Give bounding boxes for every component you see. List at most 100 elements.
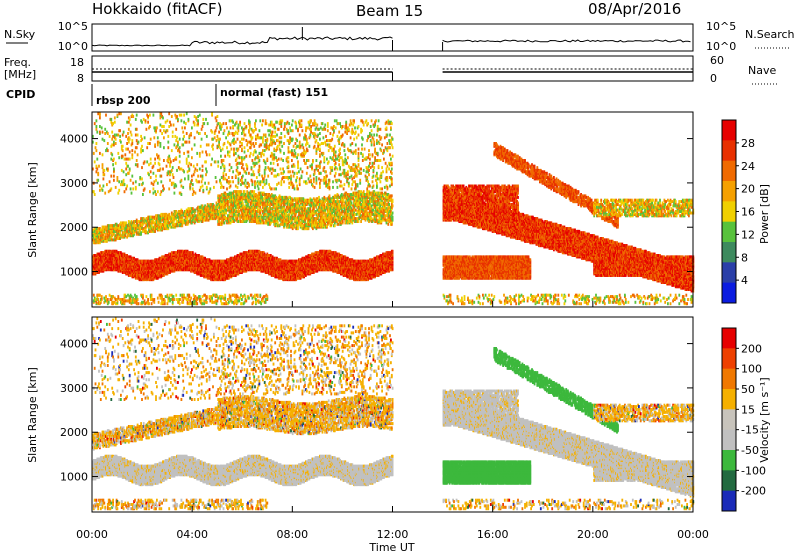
power-cell-1038 — [127, 140, 130, 144]
power-cell-1441 — [142, 193, 144, 196]
power-cell-222 — [99, 116, 101, 120]
power-cell-4014 — [229, 180, 232, 184]
power-cell-1304 — [137, 302, 140, 306]
power-cell-20 — [92, 167, 94, 171]
power-cell-607 — [113, 232, 115, 236]
power-cell-835 — [120, 227, 123, 231]
power-cell-4372 — [239, 171, 241, 175]
power-cell-169 — [97, 112, 100, 116]
power-cell-570 — [112, 295, 114, 299]
power-cell-1801 — [155, 129, 157, 133]
power-cell-1896 — [158, 157, 161, 161]
power-cell-1009 — [127, 234, 129, 238]
power-cell-4575 — [244, 133, 247, 137]
power-cell-2564 — [181, 224, 184, 228]
power-cell-2212 — [169, 157, 171, 161]
power-cell-3584 — [217, 194, 220, 198]
power-cell-611 — [113, 174, 115, 178]
power-cell-2735 — [187, 164, 190, 168]
power-cell-4602 — [245, 171, 248, 175]
power-cell-2289 — [171, 134, 174, 138]
power-cell-3795 — [223, 221, 226, 225]
power-cell-3923 — [227, 300, 230, 304]
power-cell-4900 — [254, 293, 256, 297]
power-cell-1142 — [131, 256, 134, 260]
power-cell-366 — [104, 191, 107, 195]
power-cell-1247 — [134, 163, 137, 167]
power-cell-1749 — [153, 136, 156, 140]
power-cell-462 — [107, 227, 110, 231]
power-cell-4860 — [252, 170, 255, 174]
power-cell-3888 — [226, 187, 228, 191]
power-cell-2615 — [183, 170, 185, 174]
power-cell-2030 — [163, 159, 165, 162]
power-cell-4016 — [229, 126, 232, 130]
power-cell-2258 — [170, 181, 173, 185]
power-cell-3980 — [228, 150, 231, 154]
power-cell-4723 — [248, 154, 251, 158]
power-cell-3867 — [225, 193, 227, 196]
power-cell-3529 — [215, 180, 218, 184]
power-cell-2465 — [178, 302, 181, 306]
power-cell-4926 — [254, 185, 256, 189]
power-cell-4145 — [233, 147, 235, 151]
power-cell-3715 — [220, 159, 223, 162]
power-cell-4668 — [248, 296, 250, 300]
power-cell-1977 — [161, 132, 163, 135]
power-cell-4402 — [240, 183, 242, 187]
power-cell-3608 — [218, 210, 220, 213]
power-cell-1956 — [160, 112, 163, 116]
power-cell-4828 — [251, 180, 254, 184]
power-cell-2937 — [194, 191, 197, 195]
power-cell-4930 — [254, 161, 256, 165]
power-cell-248 — [100, 295, 103, 299]
power-cell-3813 — [224, 296, 227, 300]
power-cell-4378 — [240, 293, 242, 297]
power-cell-1748 — [153, 180, 156, 184]
power-cell-3919 — [227, 153, 229, 157]
power-cell-2385 — [175, 156, 178, 160]
power-cell-319 — [102, 177, 105, 181]
power-cell-4535 — [243, 181, 246, 185]
power-cell-2362 — [174, 113, 177, 117]
power-cell-3237 — [205, 167, 207, 171]
power-heatmap-cells — [92, 112, 695, 306]
power-cell-1895 — [158, 163, 161, 167]
power-cell-2763 — [188, 140, 191, 144]
power-cell-1017 — [127, 132, 129, 135]
power-cell-116 — [95, 127, 98, 131]
power-cell-3454 — [213, 185, 215, 189]
power-cell-2689 — [185, 112, 188, 116]
power-cell-3085 — [199, 210, 202, 213]
power-cell-1658 — [150, 293, 153, 297]
power-cell-443 — [106, 132, 109, 135]
power-cell-4636 — [246, 143, 249, 147]
power-cell-4153 — [234, 293, 236, 297]
power-cell-3774 — [222, 174, 225, 178]
power-cell-1952 — [160, 212, 163, 216]
power-cell-1850 — [156, 136, 159, 140]
power-cell-4315 — [237, 126, 240, 130]
power-cell-4727 — [248, 126, 251, 130]
power-cell-224 — [99, 112, 101, 116]
power-cell-3772 — [222, 185, 225, 189]
power-cell-2489 — [178, 150, 181, 154]
power-cell-2766 — [189, 302, 192, 306]
power-cell-2595 — [182, 137, 185, 141]
power-cell-1873 — [157, 140, 160, 144]
power-cell-2105 — [166, 302, 169, 306]
power-cell-564 — [111, 137, 114, 141]
power-cell-716 — [116, 176, 119, 179]
power-cell-69 — [93, 160, 96, 164]
power-cell-2983 — [196, 151, 199, 155]
power-cell-4936 — [255, 300, 257, 304]
power-cell-2883 — [192, 190, 195, 194]
power-cell-2588 — [182, 221, 185, 225]
power-cell-3309 — [208, 295, 211, 299]
power-cell-1554 — [147, 298, 149, 301]
power-cell-3114 — [200, 137, 203, 141]
power-cell-966 — [125, 157, 128, 161]
power-cell-1955 — [160, 174, 163, 178]
power-cell-3861 — [225, 208, 227, 212]
